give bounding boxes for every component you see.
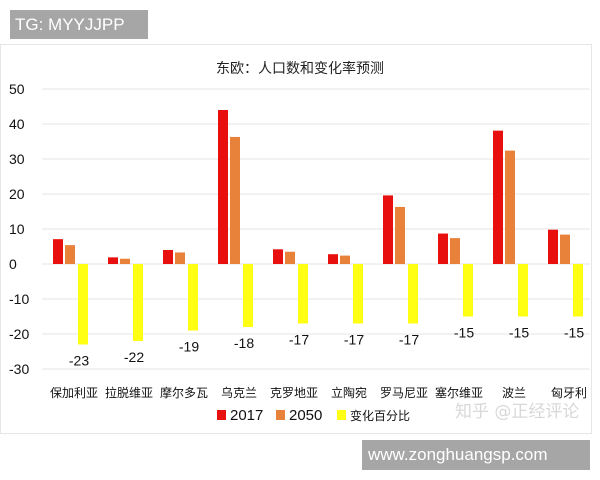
bar-2050-立陶宛 bbox=[340, 255, 350, 264]
y-tick-label: -30 bbox=[9, 361, 29, 377]
x-tick-label: 保加利亚 bbox=[50, 386, 98, 400]
chart-frame bbox=[0, 44, 592, 434]
bar-2017-摩尔多瓦 bbox=[163, 250, 173, 264]
bar-变化百分比-克罗地亚 bbox=[298, 264, 308, 324]
bar-2050-摩尔多瓦 bbox=[175, 252, 185, 264]
y-tick-label: -20 bbox=[9, 326, 29, 342]
bar-变化百分比-立陶宛 bbox=[353, 264, 363, 324]
legend-label: 变化百分比 bbox=[350, 408, 410, 423]
bar-2017-罗马尼亚 bbox=[383, 195, 393, 264]
chart-title: 东欧：人口数和变化率预测 bbox=[216, 60, 384, 77]
data-label: -15 bbox=[454, 325, 474, 341]
y-tick-label: 20 bbox=[9, 186, 25, 202]
legend-swatch-变化百分比 bbox=[337, 410, 346, 420]
data-label: -15 bbox=[564, 325, 584, 341]
bar-变化百分比-保加利亚 bbox=[78, 264, 88, 345]
bar-2050-波兰 bbox=[505, 150, 515, 264]
bar-变化百分比-乌克兰 bbox=[243, 264, 253, 327]
bar-2050-塞尔维亚 bbox=[450, 238, 460, 264]
data-label: -19 bbox=[179, 339, 199, 355]
x-tick-label: 立陶宛 bbox=[331, 385, 367, 400]
x-tick-label: 摩尔多瓦 bbox=[160, 385, 208, 400]
bar-2050-克罗地亚 bbox=[285, 251, 295, 264]
zhihu-watermark: 知乎 @正经评论 bbox=[455, 402, 579, 422]
bar-2050-匈牙利 bbox=[560, 234, 570, 264]
bar-2017-克罗地亚 bbox=[273, 249, 283, 264]
legend-swatch-2050 bbox=[276, 410, 285, 420]
bar-2017-波兰 bbox=[493, 130, 503, 264]
x-tick-label: 匈牙利 bbox=[551, 386, 587, 400]
bar-变化百分比-拉脱维亚 bbox=[133, 264, 143, 341]
bar-2017-拉脱维亚 bbox=[108, 257, 118, 264]
x-tick-label: 波兰 bbox=[502, 386, 526, 400]
bar-2017-塞尔维亚 bbox=[438, 233, 448, 264]
legend-swatch-2017 bbox=[217, 410, 226, 420]
data-label: -23 bbox=[69, 353, 89, 369]
x-tick-label: 克罗地亚 bbox=[270, 386, 318, 400]
tg-watermark: TG: MYYJJPP bbox=[10, 10, 148, 39]
y-tick-label: 40 bbox=[9, 116, 25, 132]
x-tick-label: 乌克兰 bbox=[221, 385, 257, 400]
y-tick-label: 0 bbox=[9, 256, 17, 272]
data-label: -17 bbox=[289, 332, 309, 348]
bar-变化百分比-匈牙利 bbox=[573, 264, 583, 317]
bar-2017-乌克兰 bbox=[218, 110, 228, 264]
y-tick-label: 30 bbox=[9, 151, 25, 167]
y-tick-label: -10 bbox=[9, 291, 29, 307]
bar-2050-拉脱维亚 bbox=[120, 258, 130, 264]
bar-变化百分比-塞尔维亚 bbox=[463, 264, 473, 317]
data-label: -15 bbox=[509, 325, 529, 341]
x-tick-label: 罗马尼亚 bbox=[380, 386, 428, 400]
y-tick-label: 50 bbox=[9, 81, 25, 97]
bar-2050-保加利亚 bbox=[65, 245, 75, 264]
data-label: -18 bbox=[234, 335, 254, 351]
bar-2050-乌克兰 bbox=[230, 136, 240, 264]
bar-2017-保加利亚 bbox=[53, 239, 63, 264]
legend-label: 2017 bbox=[230, 407, 263, 424]
data-label: -17 bbox=[344, 332, 364, 348]
data-label: -17 bbox=[399, 332, 419, 348]
legend-label: 2050 bbox=[289, 407, 322, 424]
bar-变化百分比-波兰 bbox=[518, 264, 528, 317]
bar-2050-罗马尼亚 bbox=[395, 206, 405, 264]
bar-2017-立陶宛 bbox=[328, 254, 338, 264]
data-label: -22 bbox=[124, 349, 144, 365]
bar-变化百分比-罗马尼亚 bbox=[408, 264, 418, 324]
site-watermark: www.zonghuangsp.com bbox=[362, 440, 590, 470]
x-tick-label: 塞尔维亚 bbox=[435, 385, 483, 400]
bar-2017-匈牙利 bbox=[548, 229, 558, 264]
bar-变化百分比-摩尔多瓦 bbox=[188, 264, 198, 331]
y-tick-label: 10 bbox=[9, 221, 25, 237]
x-tick-label: 拉脱维亚 bbox=[105, 385, 153, 400]
